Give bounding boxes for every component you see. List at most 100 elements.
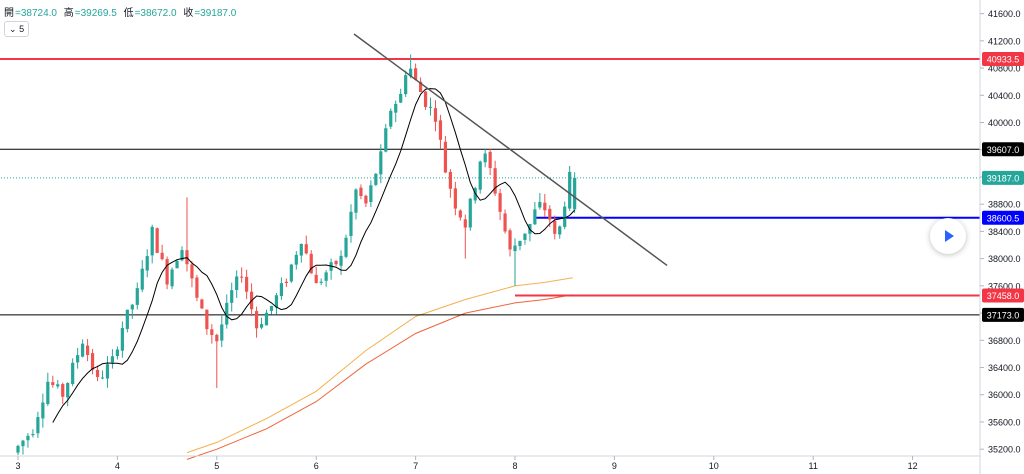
interval-button[interactable]: ⌄ 5 [4, 21, 30, 37]
candle-body [240, 276, 244, 278]
candle-body [359, 187, 363, 197]
candle-body [61, 384, 65, 397]
candle-body [195, 277, 199, 298]
candle-body [95, 369, 100, 377]
candle-body [294, 254, 298, 265]
price-label-text: 37458.0 [987, 291, 1020, 301]
candle-body [374, 173, 378, 185]
candle-body [538, 201, 542, 208]
play-button[interactable] [930, 218, 966, 254]
x-tick-label: 12 [908, 461, 918, 471]
y-tick-label: 40400.0 [988, 91, 1021, 101]
price-label-box [982, 288, 1024, 303]
candle-body [394, 103, 398, 113]
candle-body [120, 327, 124, 351]
candle-body [558, 226, 562, 235]
candle-body [289, 264, 293, 282]
candle-body [175, 260, 179, 269]
candle-body [379, 151, 383, 175]
candle-body [493, 168, 497, 194]
y-tick-label: 36000.0 [988, 390, 1021, 400]
ma-mid-path [186, 277, 573, 454]
candle-body [433, 108, 438, 122]
price-label-text: 38600.5 [987, 213, 1020, 223]
horizontal-lines [0, 57, 980, 316]
candle-body [225, 302, 229, 325]
candle-body [319, 281, 323, 283]
candle-body [304, 244, 308, 254]
candle-body [533, 209, 537, 225]
candle-body [543, 202, 547, 211]
candle-body [205, 309, 209, 330]
price-label-box [982, 170, 1024, 185]
candle-body [115, 349, 119, 357]
y-tick-label: 40800.0 [988, 64, 1021, 74]
open-label: 開 [4, 8, 14, 19]
candle-body [463, 219, 467, 228]
candle-body [180, 250, 184, 261]
y-tick-label: 36800.0 [988, 336, 1021, 346]
candle-body [130, 304, 134, 310]
x-tick-label: 8 [512, 461, 517, 471]
candle-body [135, 288, 139, 305]
candle-body [369, 185, 373, 203]
candle-body [478, 161, 482, 190]
candle-body [145, 256, 149, 271]
candle-body [409, 68, 413, 77]
candle-body [66, 382, 70, 398]
candle-body [364, 195, 368, 204]
candle-body [523, 233, 527, 240]
candle-body [85, 345, 90, 355]
candle-body [81, 343, 85, 357]
candle-body [334, 260, 338, 265]
price-labels: 40933.5 39607.0 39187.0 38600.5 37458.0 37173… [982, 51, 1024, 322]
ma-fast-line [52, 88, 575, 423]
candle-body [264, 312, 269, 326]
candle-body [414, 68, 418, 80]
price-label-box [982, 210, 1024, 225]
candle-body [269, 306, 274, 311]
y-tick-label: 38000.0 [988, 254, 1021, 264]
chevron-down-icon: ⌄ [9, 24, 17, 34]
candle-body [235, 276, 239, 290]
candle-body [46, 381, 50, 405]
candle-body [155, 228, 159, 253]
candle-body [548, 208, 552, 220]
close-value: =39187.0 [194, 8, 237, 19]
candle-body [259, 324, 264, 328]
ohlc-legend: 開=38724.0 高=39269.5 低=38672.0 收=39187.0 [4, 4, 240, 19]
x-tick-label: 3 [15, 461, 20, 471]
candlesticks [16, 54, 577, 455]
candle-body [513, 245, 517, 252]
candle-body [384, 128, 388, 152]
candle-body [200, 299, 204, 309]
candle-body [349, 211, 353, 237]
candle-body [100, 377, 105, 379]
candle-body [254, 311, 259, 329]
candle-body [56, 384, 60, 387]
candle-body [423, 91, 428, 107]
candle-body [110, 356, 115, 363]
candle-body [468, 198, 472, 228]
candle-body [344, 237, 348, 257]
candle-body [16, 445, 20, 453]
trendline[interactable] [353, 33, 668, 267]
price-label-text: 40933.5 [987, 54, 1020, 64]
candle-body [448, 171, 452, 189]
candle-body [125, 309, 129, 329]
x-tick-label: 7 [413, 461, 418, 471]
candle-body [71, 362, 75, 385]
candle-body [428, 106, 433, 108]
candle-body [508, 230, 512, 250]
candle-body [309, 253, 313, 274]
y-tick-label: 41200.0 [988, 36, 1021, 46]
candle-body [438, 120, 443, 140]
y-tick-label: 35200.0 [988, 445, 1021, 455]
low-value: =38672.0 [134, 8, 177, 19]
price-label-box [982, 307, 1024, 322]
candle-body [488, 151, 492, 169]
candle-body [568, 171, 572, 209]
y-tick-label: 35600.0 [988, 417, 1021, 427]
price-label-text: 39607.0 [987, 145, 1020, 155]
